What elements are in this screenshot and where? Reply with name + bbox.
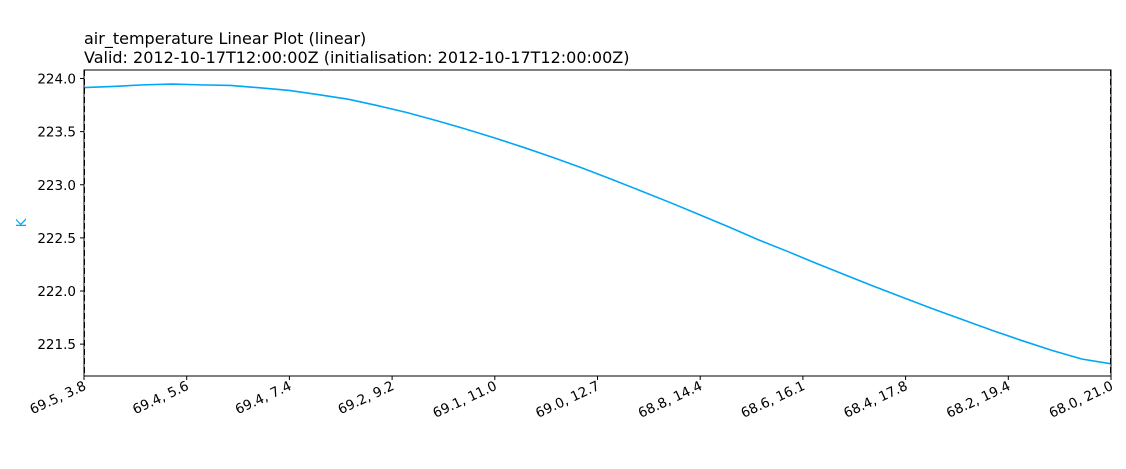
x-tick-label: 69.2, 9.2 xyxy=(336,378,397,418)
y-tick-label: 223.5 xyxy=(37,125,76,141)
y-axis: 221.5 222.0 222.5 223.0 223.5 224.0 xyxy=(37,72,84,353)
x-tick-label: 68.6, 16.1 xyxy=(739,378,808,422)
y-tick-label: 223.0 xyxy=(37,178,76,194)
y-tick-label: 222.5 xyxy=(37,231,76,247)
x-tick-label: 68.4, 17.8 xyxy=(841,378,910,422)
y-tick-label: 222.0 xyxy=(37,284,76,300)
series-line xyxy=(83,83,1112,365)
plot-frame xyxy=(83,69,1112,377)
chart-subtitle: Valid: 2012-10-17T12:00:00Z (initialisat… xyxy=(84,48,629,67)
chart-title: air_temperature Linear Plot (linear) xyxy=(84,29,366,49)
x-tick-label: 69.0, 12.7 xyxy=(533,378,602,422)
x-tick-label: 69.4, 5.6 xyxy=(130,378,191,418)
y-axis-label: K xyxy=(14,217,30,227)
y-tick-label: 221.5 xyxy=(37,337,76,353)
x-tick-label: 68.0, 21.0 xyxy=(1047,378,1116,422)
x-tick-label: 69.1, 11.0 xyxy=(430,378,499,422)
x-tick-label: 68.8, 14.4 xyxy=(636,378,705,422)
x-tick-label: 69.5, 3.8 xyxy=(27,378,88,418)
x-tick-label: 69.4, 7.4 xyxy=(233,378,294,418)
x-tick-label: 68.2, 19.4 xyxy=(944,378,1013,422)
y-tick-label: 224.0 xyxy=(37,72,76,88)
x-axis: 69.5, 3.8 69.4, 5.6 69.4, 7.4 69.2, 9.2 69.1… xyxy=(27,376,1116,422)
